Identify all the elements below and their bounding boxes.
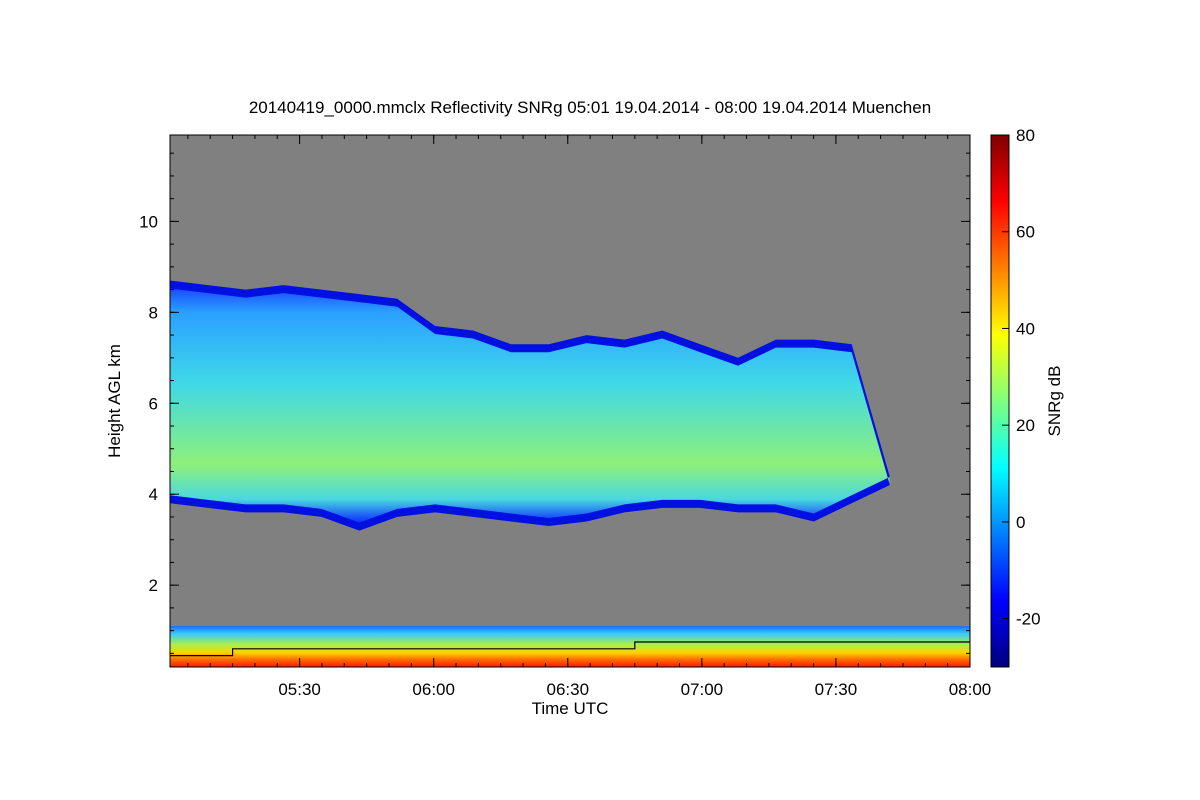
colorbar: [990, 134, 1010, 668]
y-axis-label: Height AGL km: [105, 344, 124, 458]
colorbar-label: SNRg dB: [1045, 366, 1064, 437]
boundary-layer: [170, 626, 970, 667]
colorbar-tick-label: 60: [1016, 223, 1035, 242]
y-tick-label: 4: [149, 485, 158, 504]
x-tick-label: 07:00: [681, 680, 724, 699]
y-tick-label: 6: [149, 394, 158, 413]
colorbar-tick-label: 40: [1016, 319, 1035, 338]
plot-frame: [169, 134, 971, 668]
colorbar-tick-label: 0: [1016, 513, 1025, 532]
chart-title: 20140419_0000.mmclx Reflectivity SNRg 05…: [248, 98, 932, 117]
x-tick-label: 08:00: [949, 680, 992, 699]
x-tick-label: 05:30: [278, 680, 321, 699]
x-tick-label: 07:30: [815, 680, 858, 699]
cloud-layer: [170, 288, 890, 523]
y-tick-label: 8: [149, 303, 158, 322]
x-tick-label: 06:00: [412, 680, 455, 699]
colorbar-tick-label: 80: [1016, 126, 1035, 145]
colorbar-tick-label: 20: [1016, 416, 1035, 435]
y-tick-label: 2: [149, 576, 158, 595]
x-axis-label: Time UTC: [532, 699, 609, 718]
y-tick-label: 10: [139, 212, 158, 231]
x-tick-label: 06:30: [546, 680, 589, 699]
colorbar-tick-label: -20: [1016, 610, 1041, 629]
boundary-line: [170, 641, 970, 657]
